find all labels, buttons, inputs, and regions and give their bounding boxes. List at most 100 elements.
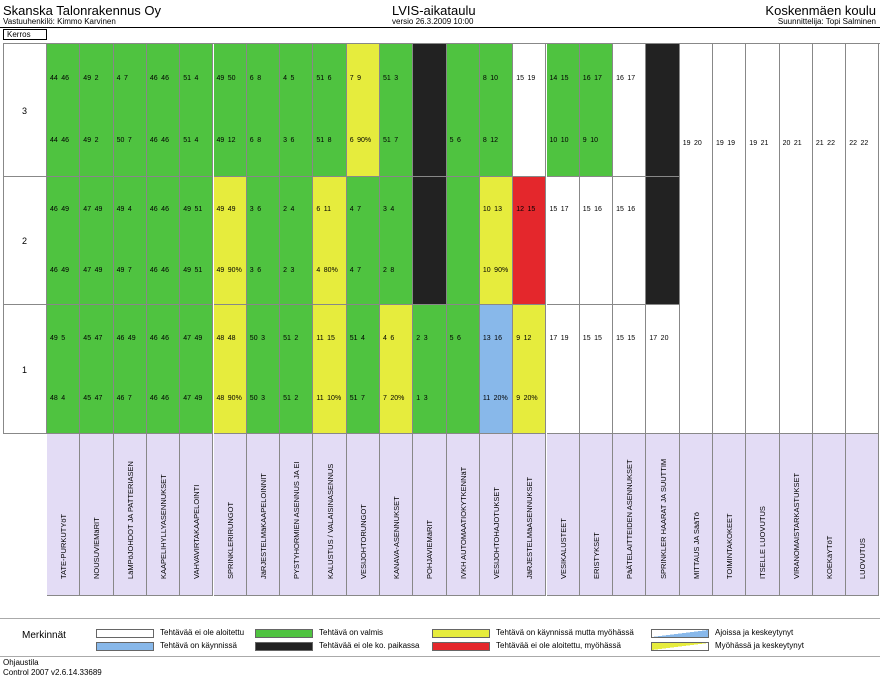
schedule-cell[interactable] bbox=[646, 177, 680, 305]
schedule-cell[interactable]: 49 51 49 51 bbox=[180, 177, 214, 305]
schedule-cell[interactable]: 4 7 4 7 bbox=[346, 177, 380, 305]
schedule-cell[interactable]: 17 19 bbox=[546, 305, 580, 434]
schedule-cell[interactable]: 44 46 44 46 bbox=[47, 44, 81, 177]
schedule-cell[interactable]: 14 15 10 10 bbox=[546, 44, 580, 177]
schedule-cell[interactable]: 51 4 51 4 bbox=[180, 44, 214, 177]
cell-plan-weeks: 49 50 bbox=[216, 74, 236, 82]
schedule-cell[interactable]: 49 5 48 4 bbox=[47, 305, 81, 434]
schedule-cell[interactable]: 16 17 9 10 bbox=[579, 44, 614, 177]
schedule-cell[interactable]: 2 4 2 3 bbox=[280, 177, 314, 305]
footer-version: Control 2007 v2.6.14.33689 bbox=[3, 668, 102, 677]
schedule-cell[interactable]: 51 2 51 2 bbox=[280, 305, 314, 434]
schedule-cell[interactable]: 17 20 bbox=[646, 305, 680, 434]
schedule-cell[interactable]: 6 8 6 8 bbox=[246, 44, 281, 177]
schedule-cell[interactable]: 15 17 bbox=[546, 177, 580, 305]
cell-actual-weeks: 45 47 bbox=[83, 395, 103, 403]
task-header: LäMPöJOHDOT JA PATTERIASEN bbox=[113, 434, 147, 596]
task-label: KANAVA-ASENNUKSET bbox=[392, 496, 402, 579]
schedule-cell[interactable] bbox=[413, 177, 447, 305]
cell-actual-weeks: 6 8 bbox=[249, 137, 262, 145]
schedule-cell[interactable]: 49 4 49 7 bbox=[113, 177, 147, 305]
schedule-cell[interactable]: 21 22 bbox=[812, 44, 847, 434]
schedule-cell[interactable]: 2 3 1 3 bbox=[413, 305, 447, 434]
footer-status: Ohjaustila bbox=[3, 658, 39, 667]
cell-plan-weeks: 19 20 bbox=[682, 140, 702, 147]
cell-actual-weeks: 49 2 bbox=[83, 137, 99, 145]
schedule-cell[interactable]: 49 50 49 12 bbox=[213, 44, 247, 177]
schedule-cell[interactable]: 49 2 49 2 bbox=[80, 44, 114, 177]
schedule-cell[interactable]: 46 46 46 46 bbox=[146, 177, 181, 305]
legend-swatch-in-progress bbox=[96, 642, 154, 651]
schedule-cell[interactable]: 49 49 49 90% bbox=[213, 177, 247, 305]
schedule-cell[interactable]: 5 6 bbox=[446, 44, 480, 177]
cell-plan-weeks: 49 4 bbox=[116, 206, 132, 214]
schedule-cell[interactable]: 46 46 46 46 bbox=[146, 305, 181, 434]
schedule-cell[interactable]: 4 7 50 7 bbox=[113, 44, 147, 177]
schedule-cell[interactable]: 9 12 9 20% bbox=[513, 305, 547, 434]
cell-plan-weeks: 19 21 bbox=[749, 140, 769, 147]
schedule-cell[interactable]: 19 19 bbox=[713, 44, 747, 434]
task-label: NOUSUVIEMäRIT bbox=[92, 517, 102, 579]
legend-swatch-late-interrupted bbox=[651, 642, 709, 651]
schedule-cell[interactable]: 47 49 47 49 bbox=[180, 305, 214, 434]
schedule-cell[interactable] bbox=[413, 44, 447, 177]
task-label: TATE-PURKUTYöT bbox=[59, 513, 69, 579]
task-label: ERISTYKSET bbox=[591, 532, 601, 579]
legend-swatch-late bbox=[432, 629, 490, 638]
schedule-cell[interactable]: 15 16 bbox=[579, 177, 614, 305]
schedule-cell[interactable]: 48 48 48 90% bbox=[213, 305, 247, 434]
schedule-cell[interactable]: 19 20 bbox=[679, 44, 713, 434]
schedule-cell[interactable]: 45 47 45 47 bbox=[80, 305, 114, 434]
schedule-cell[interactable]: 51 3 51 7 bbox=[380, 44, 414, 177]
schedule-cell[interactable]: 46 49 46 49 bbox=[47, 177, 81, 305]
schedule-cell[interactable]: 46 46 46 46 bbox=[146, 44, 181, 177]
cell-plan-weeks: 49 49 bbox=[216, 206, 236, 214]
legend-label-not-started-late: Tehtävää ei ole aloitettu, myöhässä bbox=[496, 641, 621, 650]
cell-plan-weeks: 46 46 bbox=[149, 206, 169, 214]
task-header: VESIKALUSTEET bbox=[546, 434, 580, 596]
schedule-cell[interactable]: 5 6 bbox=[446, 305, 480, 434]
task-label: VIRANOMAISTARKASTUKSET bbox=[791, 472, 801, 579]
schedule-cell[interactable]: 8 10 8 12 bbox=[479, 44, 514, 177]
schedule-cell[interactable]: 3 6 3 6 bbox=[246, 177, 281, 305]
schedule-cell[interactable]: 16 17 bbox=[613, 44, 647, 177]
cell-plan-weeks: 17 19 bbox=[549, 334, 569, 342]
schedule-cell[interactable]: 15 15 bbox=[579, 305, 614, 434]
schedule-cell[interactable]: 11 15 11 10% bbox=[313, 305, 347, 434]
schedule-cell[interactable]: 7 9 6 90% bbox=[346, 44, 380, 177]
task-header: VESIJOHTORUNGOT bbox=[346, 434, 380, 596]
cell-plan-weeks: 46 46 bbox=[149, 334, 169, 342]
schedule-cell[interactable]: 4 5 3 6 bbox=[280, 44, 314, 177]
schedule-cell[interactable]: 4 6 7 20% bbox=[380, 305, 414, 434]
schedule-cell[interactable]: 22 22 bbox=[846, 44, 880, 434]
schedule-cell[interactable]: 13 16 11 20% bbox=[479, 305, 514, 434]
schedule-cell[interactable]: 15 16 bbox=[613, 177, 647, 305]
schedule-cell[interactable]: 47 49 47 49 bbox=[80, 177, 114, 305]
cell-plan-weeks: 9 12 bbox=[516, 334, 532, 342]
task-label: LUOVUTUS bbox=[858, 538, 868, 579]
schedule-cell[interactable]: 10 13 10 90% bbox=[479, 177, 514, 305]
schedule-cell[interactable]: 6 11 4 80% bbox=[313, 177, 347, 305]
cell-actual-weeks: 50 3 bbox=[249, 395, 265, 403]
cell-actual-weeks: 51 7 bbox=[383, 137, 399, 145]
schedule-cell[interactable]: 12 15 bbox=[513, 177, 547, 305]
cell-plan-weeks: 6 8 bbox=[249, 74, 262, 82]
schedule-cell[interactable]: 3 4 2 8 bbox=[380, 177, 414, 305]
schedule-cell[interactable]: 15 15 bbox=[613, 305, 647, 434]
task-header: KAAPELIHYLLYASENNUKSET bbox=[146, 434, 181, 596]
cell-actual-weeks: 51 4 bbox=[183, 137, 199, 145]
schedule-cell[interactable]: 46 49 46 7 bbox=[113, 305, 147, 434]
task-header: TATE-PURKUTYöT bbox=[47, 434, 81, 596]
schedule-cell[interactable]: 19 21 bbox=[746, 44, 780, 434]
schedule-cell[interactable]: 51 4 51 7 bbox=[346, 305, 380, 434]
cell-plan-weeks: 13 16 bbox=[482, 334, 502, 342]
schedule-cell[interactable] bbox=[446, 177, 480, 305]
grid-top-border bbox=[3, 43, 880, 44]
cell-plan-weeks: 46 46 bbox=[149, 74, 169, 82]
schedule-cell[interactable] bbox=[646, 44, 680, 177]
schedule-cell[interactable]: 51 6 51 8 bbox=[313, 44, 347, 177]
schedule-cell[interactable]: 20 21 bbox=[779, 44, 813, 434]
schedule-cell[interactable]: 50 3 50 3 bbox=[246, 305, 281, 434]
legend-swatch-not-in-place bbox=[255, 642, 313, 651]
schedule-cell[interactable]: 15 19 bbox=[513, 44, 547, 177]
